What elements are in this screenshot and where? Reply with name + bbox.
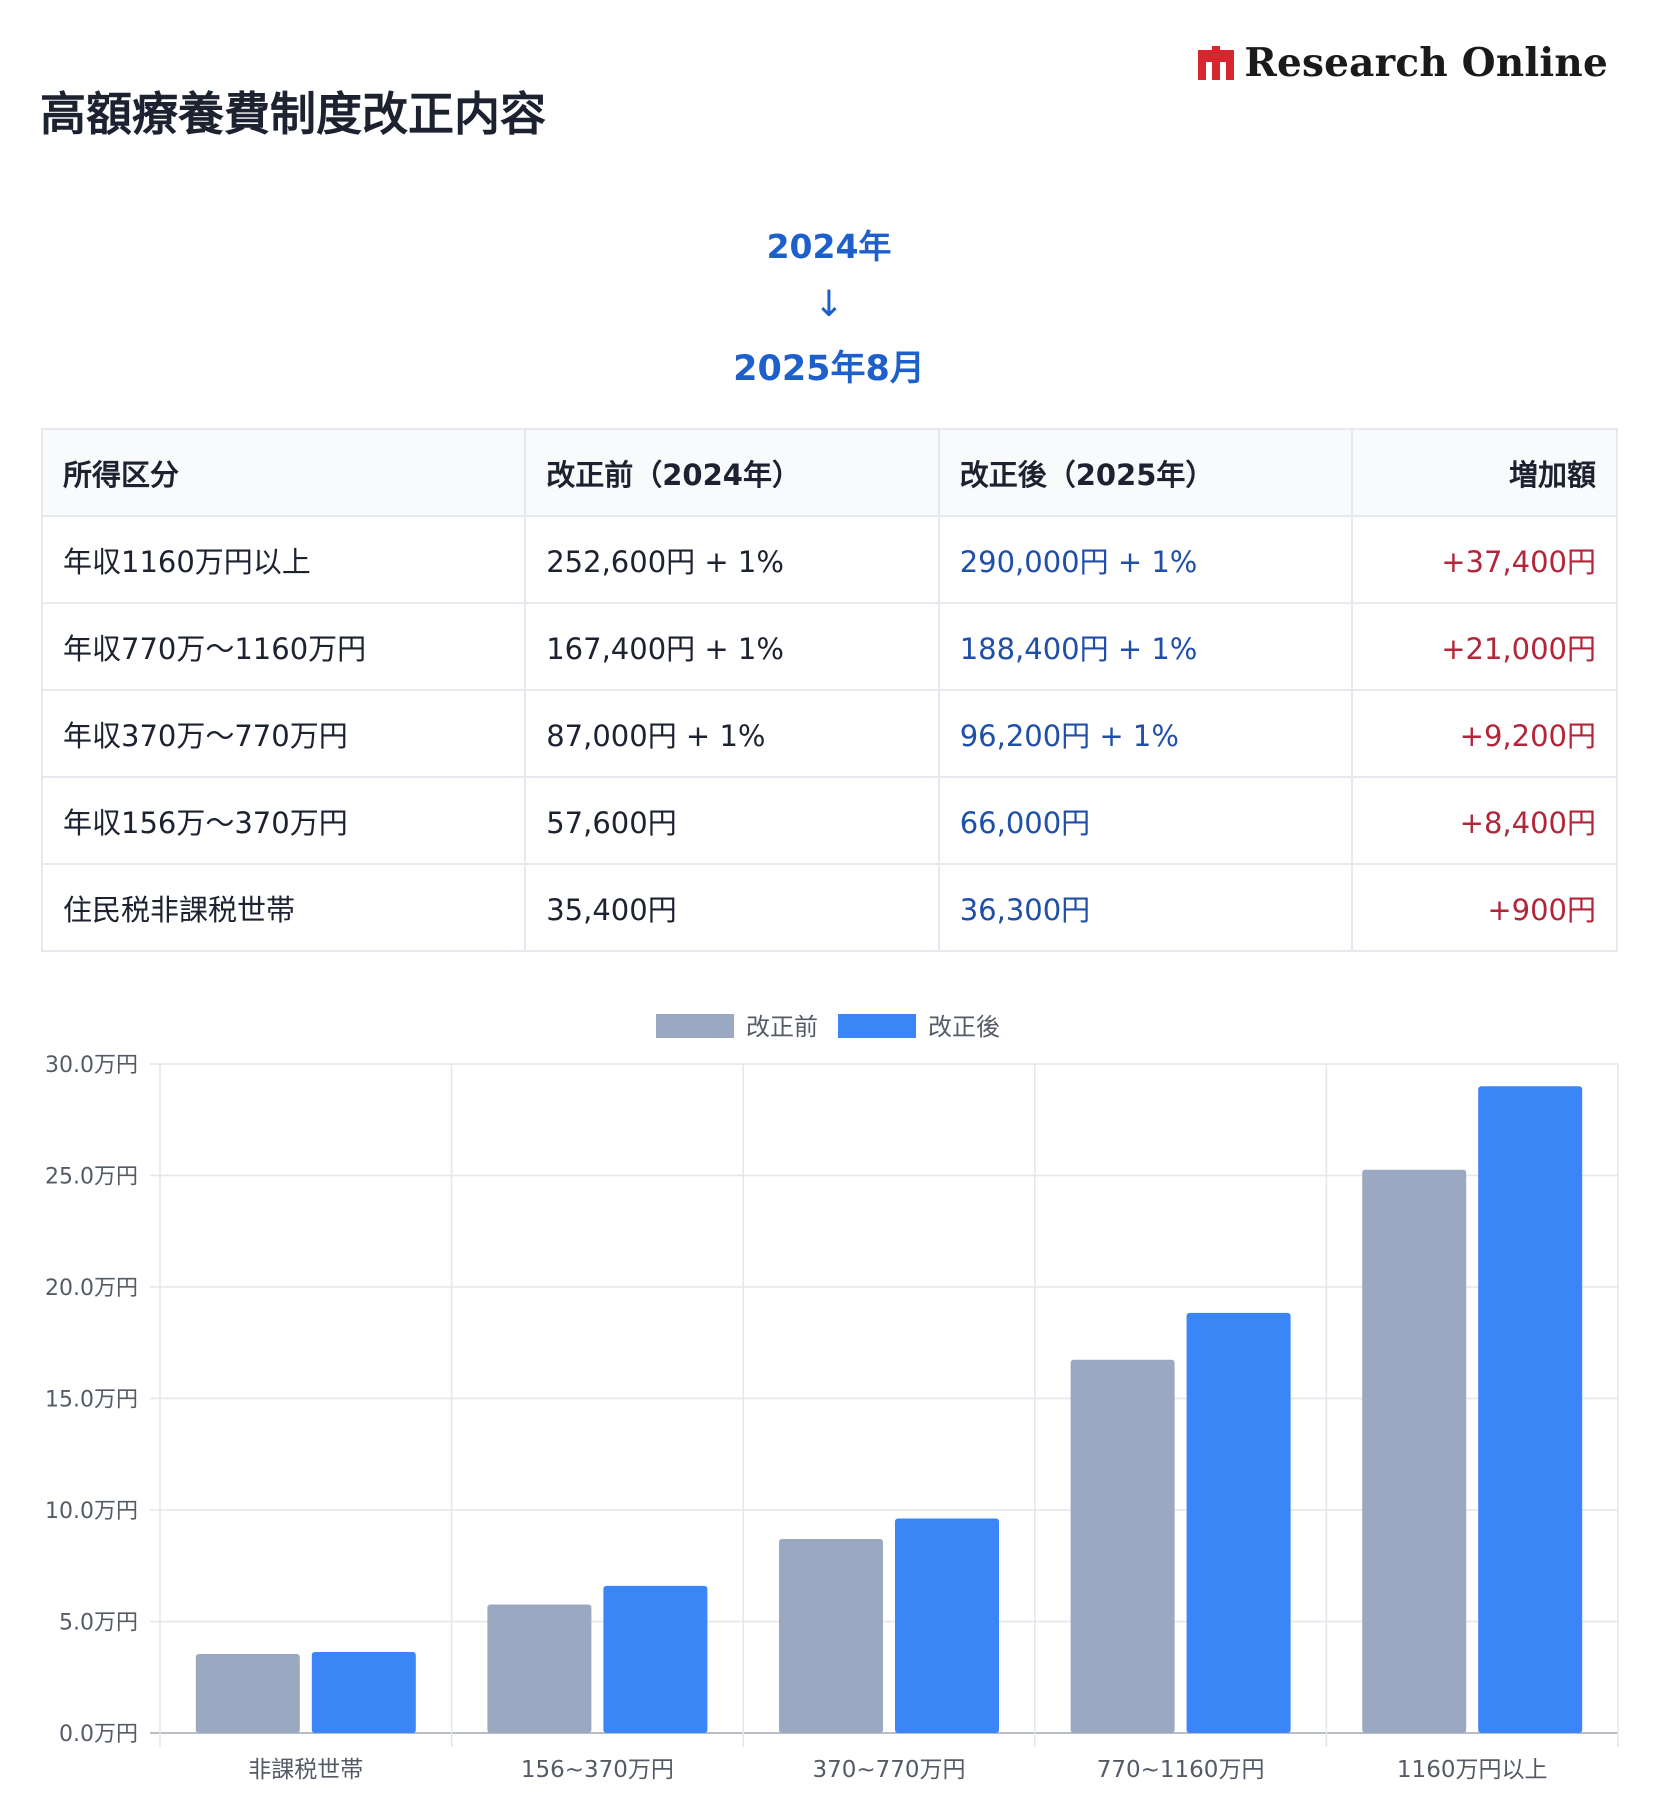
bar-after [1186, 1312, 1291, 1733]
bar-after [311, 1652, 416, 1733]
header-increase: 増加額 [1351, 428, 1618, 517]
y-tick-label: 0.0万円 [59, 1722, 138, 1747]
arrow-down-icon: ↓ [813, 284, 845, 325]
bar-before [195, 1654, 300, 1733]
bar-after [603, 1585, 708, 1733]
cell-before: 57,600円 [524, 776, 940, 865]
legend-swatch-after [838, 1014, 916, 1038]
x-tick-label: 非課税世帯 [248, 1757, 363, 1783]
bar-before [1070, 1359, 1175, 1733]
y-axis-ticks: 0.0万円 5.0万円 10.0万円 15.0万円 20.0万円 25.0万円 … [45, 1053, 138, 1747]
brand-mark-icon [1198, 46, 1235, 80]
cell-increase: +9,200円 [1351, 689, 1618, 778]
cell-after: 36,300円 [937, 863, 1354, 952]
cell-category: 年収156万～370万円 [40, 776, 527, 865]
period-to: 2025年8月 [733, 349, 925, 389]
cell-before: 35,400円 [524, 863, 940, 952]
table-row: 年収370万～770万円 87,000円 + 1% 96,200円 + 1% +… [40, 689, 1618, 778]
header-before: 改正前（2024年） [524, 428, 940, 517]
chart-legend: 改正前 改正後 [656, 1013, 1000, 1041]
cell-before: 87,000円 + 1% [524, 689, 940, 778]
table-row: 住民税非課税世帯 35,400円 36,300円 +900円 [40, 863, 1618, 952]
bar-after [1478, 1086, 1583, 1733]
page-title: 高額療養費制度改正内容 [40, 87, 546, 141]
y-tick-label: 5.0万円 [59, 1611, 138, 1636]
cell-increase: +900円 [1351, 863, 1618, 952]
x-tick-label: 156~370万円 [521, 1757, 674, 1783]
legend-label-before: 改正前 [746, 1013, 818, 1041]
bar-before [1362, 1169, 1467, 1733]
legend-swatch-before [656, 1014, 734, 1038]
chart-bars [195, 1086, 1583, 1733]
comparison-table: 所得区分 改正前（2024年） 改正後（2025年） 増加額 年収1160万円以… [40, 428, 1618, 952]
x-axis-ticks: 非課税世帯 156~370万円 370~770万円 770~1160万円 116… [248, 1757, 1547, 1783]
header-category: 所得区分 [40, 428, 527, 517]
cell-increase: +8,400円 [1351, 776, 1618, 865]
y-tick-label: 20.0万円 [45, 1276, 138, 1301]
chart-grid [150, 1063, 1619, 1747]
bar-after [895, 1518, 999, 1733]
cell-before: 252,600円 + 1% [524, 515, 940, 604]
brand-name: Research Online [1244, 40, 1608, 86]
x-tick-label: 1160万円以上 [1397, 1757, 1548, 1783]
brand-logo: Research Online [1198, 40, 1608, 86]
cell-before: 167,400円 + 1% [524, 602, 940, 691]
y-tick-label: 30.0万円 [45, 1053, 138, 1078]
bar-chart-svg: 改正前 改正後 0.0万円 5.0万円 10.0万円 15.0万円 20.0万円… [45, 1013, 1619, 1783]
cell-category: 住民税非課税世帯 [40, 863, 527, 952]
header-after: 改正後（2025年） [937, 428, 1354, 517]
table-row: 年収770万～1160万円 167,400円 + 1% 188,400円 + 1… [40, 602, 1618, 691]
table-row: 年収156万～370万円 57,600円 66,000円 +8,400円 [40, 776, 1618, 865]
x-tick-label: 770~1160万円 [1097, 1757, 1265, 1783]
cell-category: 年収1160万円以上 [40, 515, 527, 604]
table-row: 年収1160万円以上 252,600円 + 1% 290,000円 + 1% +… [40, 515, 1618, 604]
cell-increase: +21,000円 [1351, 602, 1618, 691]
cell-increase: +37,400円 [1351, 515, 1618, 604]
y-tick-label: 15.0万円 [45, 1388, 138, 1413]
period-from: 2024年 [766, 227, 892, 266]
cell-after: 290,000円 + 1% [937, 515, 1354, 604]
legend-label-after: 改正後 [928, 1013, 1000, 1041]
cell-after: 188,400円 + 1% [937, 602, 1354, 691]
y-tick-label: 10.0万円 [45, 1499, 138, 1524]
bar-before [779, 1538, 883, 1733]
bar-chart: 改正前 改正後 0.0万円 5.0万円 10.0万円 15.0万円 20.0万円… [0, 990, 1658, 1810]
cell-after: 66,000円 [937, 776, 1354, 865]
y-tick-label: 25.0万円 [45, 1165, 138, 1190]
cell-after: 96,200円 + 1% [937, 689, 1354, 778]
table-header-row: 所得区分 改正前（2024年） 改正後（2025年） 増加額 [40, 428, 1618, 517]
cell-category: 年収770万～1160万円 [40, 602, 527, 691]
bar-before [487, 1604, 592, 1733]
x-tick-label: 370~770万円 [812, 1757, 965, 1783]
cell-category: 年収370万～770万円 [40, 689, 527, 778]
